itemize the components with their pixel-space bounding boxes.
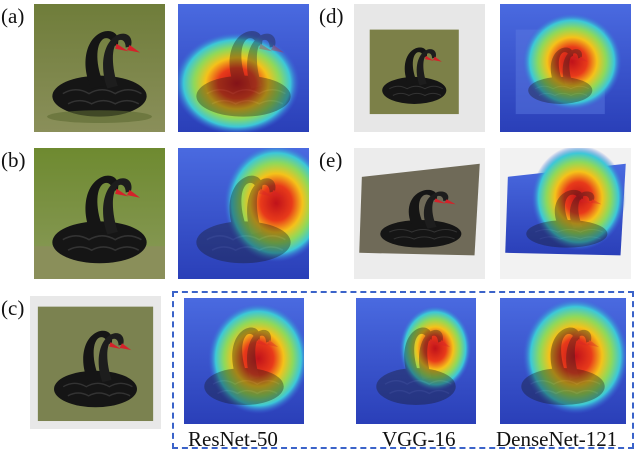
comparison-box [172, 291, 634, 449]
caption-vgg16: VGG-16 [382, 427, 456, 451]
heatmap-b [178, 148, 309, 279]
panel-label-a: (a) [1, 4, 25, 28]
panel-label-c: (c) [1, 296, 25, 320]
heatmap-e [500, 148, 631, 279]
heatmap-resnet50 [184, 298, 304, 424]
caption-densenet121: DenseNet-121 [496, 427, 618, 451]
panel-label-b: (b) [1, 148, 26, 172]
heatmap-densenet121 [500, 298, 626, 424]
caption-resnet50: ResNet-50 [188, 427, 278, 451]
heatmap-a [178, 4, 309, 132]
swan-photo-e [354, 148, 485, 279]
swan-photo-a [34, 4, 165, 132]
swan-photo-c [30, 296, 161, 429]
swan-photo-d [354, 4, 485, 132]
swan-photo-b [34, 148, 165, 279]
panel-label-d: (d) [319, 4, 344, 28]
panel-label-e: (e) [319, 148, 343, 172]
heatmap-d [500, 4, 631, 132]
heatmap-vgg16 [356, 298, 476, 424]
